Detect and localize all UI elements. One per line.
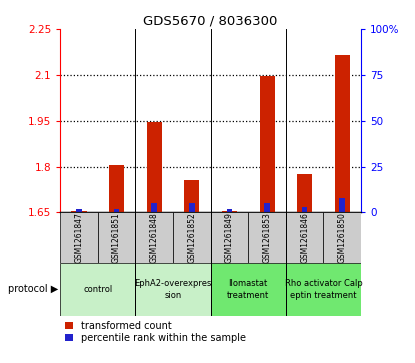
Bar	[339, 198, 345, 212]
Bar	[114, 209, 120, 212]
Bar	[151, 203, 157, 212]
Title: GDS5670 / 8036300: GDS5670 / 8036300	[144, 15, 278, 28]
Bar	[227, 209, 232, 212]
Bar	[248, 212, 286, 263]
Bar	[146, 122, 162, 212]
Text: GSM1261850: GSM1261850	[338, 212, 347, 263]
Bar	[302, 207, 308, 212]
Text: GSM1261846: GSM1261846	[300, 212, 309, 263]
Text: Rho activator Calp
eptin treatment: Rho activator Calp eptin treatment	[285, 280, 362, 299]
Bar	[222, 211, 237, 212]
Bar	[184, 180, 199, 212]
Text: GSM1261851: GSM1261851	[112, 212, 121, 263]
Bar	[264, 203, 270, 212]
Bar	[189, 203, 195, 212]
Bar	[286, 263, 361, 316]
Text: protocol ▶: protocol ▶	[8, 285, 58, 294]
Bar	[259, 76, 275, 212]
Bar	[135, 212, 173, 263]
Text: GSM1261847: GSM1261847	[74, 212, 83, 263]
Text: GSM1261848: GSM1261848	[150, 212, 159, 263]
Bar	[71, 211, 86, 212]
Bar	[297, 174, 312, 212]
Bar	[76, 209, 82, 212]
Bar	[286, 212, 323, 263]
Bar	[60, 263, 135, 316]
Bar	[323, 212, 361, 263]
Text: Ilomastat
treatment: Ilomastat treatment	[227, 280, 269, 299]
Text: GSM1261853: GSM1261853	[263, 212, 271, 263]
Text: control: control	[83, 285, 112, 294]
Legend: transformed count, percentile rank within the sample: transformed count, percentile rank withi…	[65, 321, 246, 343]
Text: GSM1261852: GSM1261852	[187, 212, 196, 263]
Bar	[98, 212, 135, 263]
Bar	[173, 212, 210, 263]
Bar	[335, 55, 350, 212]
Text: EphA2-overexpres
sion: EphA2-overexpres sion	[134, 280, 212, 299]
Bar	[109, 165, 124, 212]
Bar	[135, 263, 210, 316]
Bar	[211, 212, 248, 263]
Bar	[60, 212, 98, 263]
Text: GSM1261849: GSM1261849	[225, 212, 234, 263]
Bar	[211, 263, 286, 316]
